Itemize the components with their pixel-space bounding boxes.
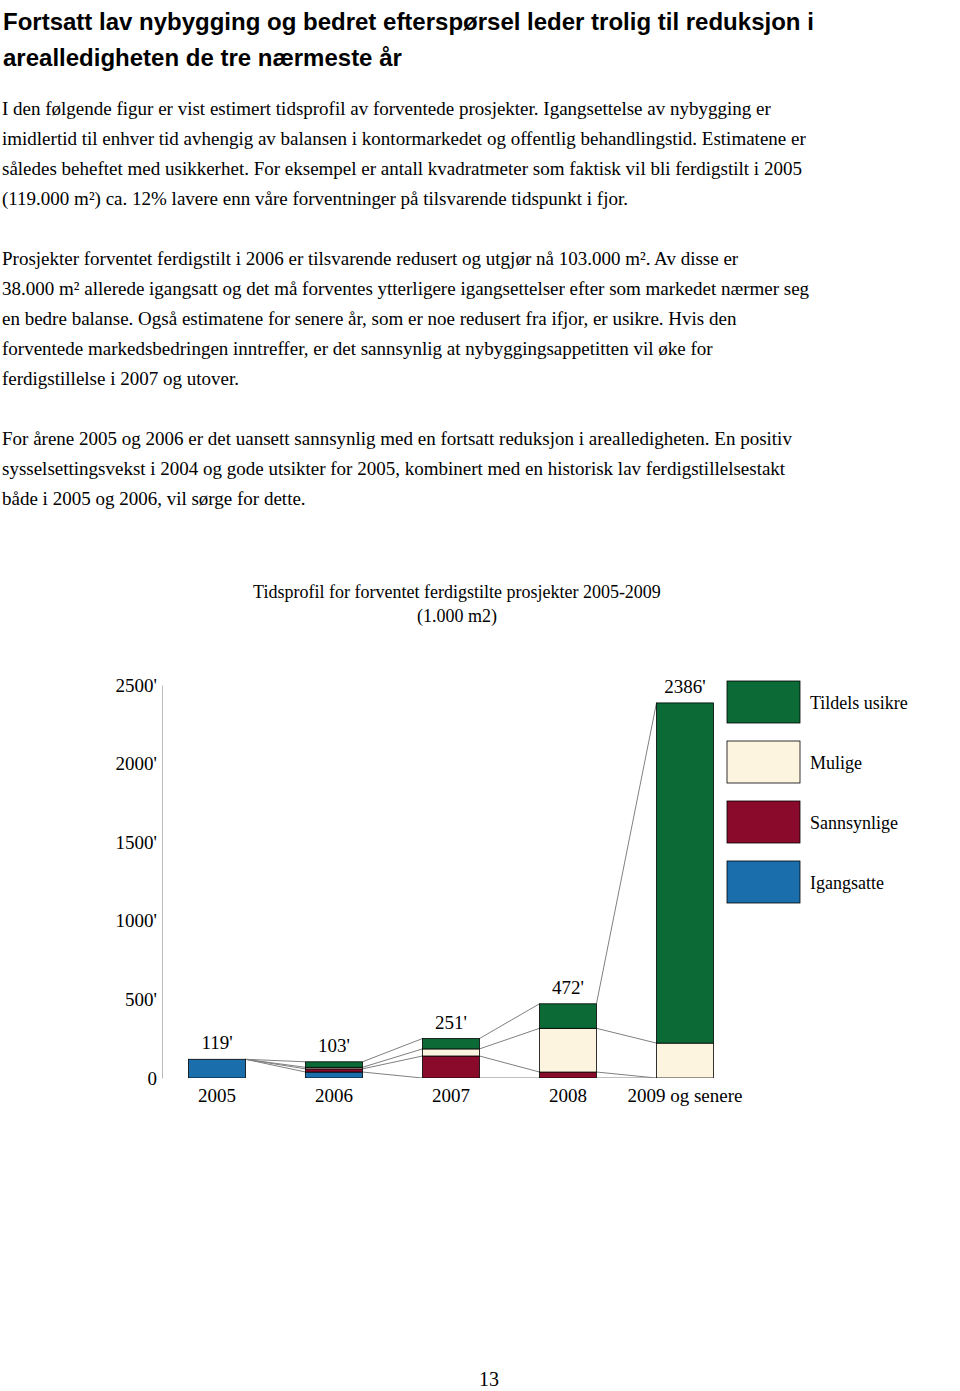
x-tick: 2007 [432, 1078, 470, 1106]
y-tick: 1000' [116, 910, 162, 931]
legend-label: Igangsatte [810, 873, 884, 893]
bar-segment [422, 1056, 479, 1078]
x-tick-label: 2005 [198, 1085, 236, 1106]
y-tick: 0 [148, 1068, 163, 1089]
series-line [245, 1059, 305, 1072]
series-line [596, 1028, 656, 1043]
total-label: 2386' [664, 676, 705, 697]
series-line [245, 1059, 305, 1069]
paragraph-line: imidlertid til enhver tid avhengig av ba… [2, 128, 806, 149]
legend-swatch [727, 681, 800, 723]
bar-segment [422, 1039, 479, 1049]
y-axis-line [162, 686, 163, 1079]
series-line [479, 1028, 539, 1049]
page: Fortsatt lav nybygging og bedret eftersp… [0, 0, 960, 1391]
bar-segment [188, 1059, 245, 1060]
y-axis: 0 500' 1000' 1500' 2000' 2500' [116, 675, 163, 1089]
series-line [245, 1059, 305, 1062]
series-line [245, 1059, 305, 1067]
bar-segment [305, 1069, 362, 1072]
bar-segment [305, 1062, 362, 1068]
series-line [479, 1078, 539, 1079]
heading: Fortsatt lav nybygging og bedret eftersp… [3, 8, 814, 35]
y-tick-label: 2500' [116, 675, 157, 696]
total-label: 103' [318, 1035, 350, 1056]
x-tick-label: 2009 og senere [627, 1085, 742, 1106]
bar-segment [305, 1072, 362, 1078]
bar-segment [188, 1059, 245, 1078]
heading: arealledigheten de tre nærmeste år [3, 44, 402, 71]
paragraph-line: således beheftet med usikkerhet. For eks… [2, 158, 802, 179]
bar-segment [539, 1004, 596, 1029]
x-tick-label: 2007 [432, 1085, 470, 1106]
y-tick-label: 0 [148, 1068, 158, 1089]
paragraph-line: I den følgende figur er vist estimert ti… [2, 98, 771, 119]
paragraph-line: ferdigstillelse i 2007 og utover. [2, 368, 239, 389]
legend-swatch [727, 801, 800, 843]
y-tick-label: 1500' [116, 832, 157, 853]
bar-segment [188, 1059, 245, 1060]
series-line [596, 703, 656, 1004]
series-line [362, 1039, 422, 1062]
legend-label: Mulige [810, 753, 862, 773]
x-tick-label: 2006 [315, 1085, 353, 1106]
paragraph-line: en bedre balanse. Også estimatene for se… [2, 308, 737, 329]
paragraph-line: både i 2005 og 2006, vil sørge for dette… [2, 488, 306, 509]
bar-segment [188, 1059, 245, 1060]
x-tick: 2009 og senere [627, 1078, 742, 1106]
paragraph-line: (119.000 m²) ca. 12% lavere enn våre for… [2, 188, 628, 210]
bar-segment [656, 703, 713, 1043]
x-axis: 2005 2006 2007 2008 2009 og senere [198, 1078, 742, 1106]
page-svg: Fortsatt lav nybygging og bedret eftersp… [0, 0, 960, 1391]
page-number: 13 [479, 1368, 499, 1390]
y-tick: 2500' [116, 675, 162, 696]
x-tick: 2005 [198, 1078, 236, 1106]
series-line [479, 1004, 539, 1039]
legend-swatch [727, 861, 800, 903]
paragraph-line: 38.000 m² allerede igangsatt og det må f… [2, 278, 810, 299]
paragraph-line: forventede markedsbedringen inntreffer, … [2, 338, 713, 359]
y-tick: 500' [125, 989, 162, 1010]
bar-segment [656, 1043, 713, 1078]
y-tick-label: 500' [125, 989, 157, 1010]
bar-segment [422, 1049, 479, 1056]
total-label: 472' [552, 977, 584, 998]
plot-area [188, 703, 713, 1078]
total-label: 119' [201, 1032, 232, 1053]
legend: Tildels usikre Mulige Sannsynlige Igangsatt… [727, 681, 908, 903]
legend-swatch [727, 741, 800, 783]
series-line [479, 1056, 539, 1072]
bar-segment [539, 1072, 596, 1078]
paragraph-line: Prosjekter forventet ferdigstilt i 2006 … [2, 248, 739, 269]
series-line [362, 1072, 422, 1078]
y-tick: 2000' [116, 753, 162, 774]
bar-segment [539, 1028, 596, 1072]
legend-label: Sannsynlige [810, 813, 898, 833]
x-tick-label: 2008 [549, 1085, 587, 1106]
y-tick-label: 2000' [116, 753, 157, 774]
total-label: 251' [435, 1012, 467, 1033]
paragraph-line: sysselsettingsvekst i 2004 og gode utsik… [2, 458, 786, 479]
x-tick: 2008 [549, 1078, 587, 1106]
paragraph-line: For årene 2005 og 2006 er det uansett sa… [2, 428, 792, 449]
y-tick-label: 1000' [116, 910, 157, 931]
x-tick: 2006 [315, 1078, 353, 1106]
y-tick: 1500' [116, 832, 162, 853]
chart-title: Tidsprofil for forventet ferdigstilte pr… [253, 582, 661, 602]
legend-label: Tildels usikre [810, 693, 908, 713]
series-line [596, 1072, 656, 1078]
chart-subtitle: (1.000 m2) [417, 606, 497, 627]
